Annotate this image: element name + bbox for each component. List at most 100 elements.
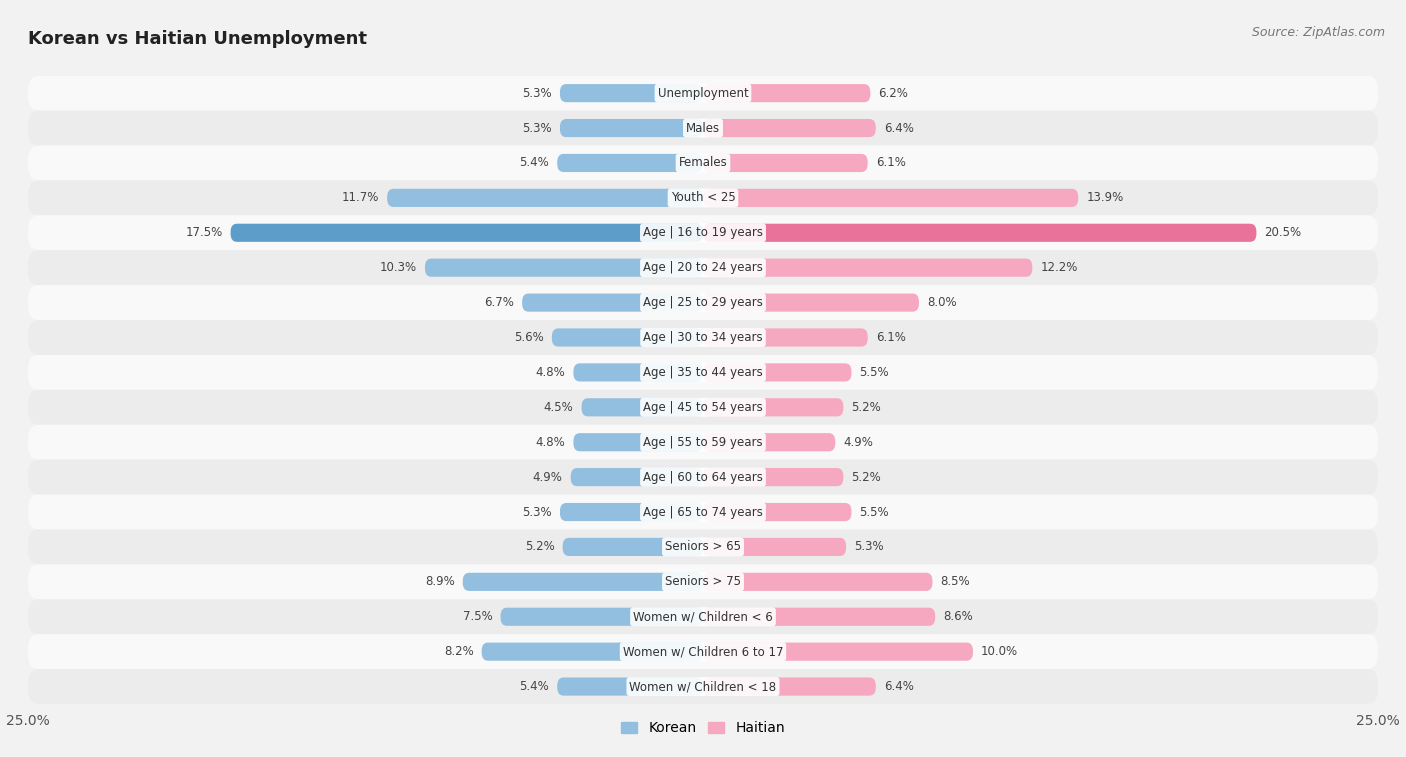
FancyBboxPatch shape xyxy=(703,503,852,521)
Text: 11.7%: 11.7% xyxy=(342,192,380,204)
Text: 6.4%: 6.4% xyxy=(884,122,914,135)
FancyBboxPatch shape xyxy=(703,119,876,137)
Text: Source: ZipAtlas.com: Source: ZipAtlas.com xyxy=(1251,26,1385,39)
FancyBboxPatch shape xyxy=(463,573,703,591)
Text: Age | 45 to 54 years: Age | 45 to 54 years xyxy=(643,400,763,414)
FancyBboxPatch shape xyxy=(703,573,932,591)
Text: Seniors > 75: Seniors > 75 xyxy=(665,575,741,588)
FancyBboxPatch shape xyxy=(482,643,703,661)
FancyBboxPatch shape xyxy=(703,329,868,347)
FancyBboxPatch shape xyxy=(703,468,844,486)
Text: 8.0%: 8.0% xyxy=(927,296,956,309)
Text: 4.5%: 4.5% xyxy=(544,400,574,414)
Text: Seniors > 65: Seniors > 65 xyxy=(665,540,741,553)
Text: Age | 20 to 24 years: Age | 20 to 24 years xyxy=(643,261,763,274)
Text: Unemployment: Unemployment xyxy=(658,86,748,100)
FancyBboxPatch shape xyxy=(28,425,1378,459)
FancyBboxPatch shape xyxy=(28,565,1378,600)
FancyBboxPatch shape xyxy=(703,294,920,312)
Text: 6.2%: 6.2% xyxy=(879,86,908,100)
Text: Korean vs Haitian Unemployment: Korean vs Haitian Unemployment xyxy=(28,30,367,48)
Text: 5.2%: 5.2% xyxy=(852,471,882,484)
Text: 10.0%: 10.0% xyxy=(981,645,1018,658)
FancyBboxPatch shape xyxy=(703,224,1257,241)
Text: Age | 60 to 64 years: Age | 60 to 64 years xyxy=(643,471,763,484)
Text: Youth < 25: Youth < 25 xyxy=(671,192,735,204)
Text: 12.2%: 12.2% xyxy=(1040,261,1078,274)
Text: Males: Males xyxy=(686,122,720,135)
Text: Women w/ Children < 18: Women w/ Children < 18 xyxy=(630,680,776,693)
FancyBboxPatch shape xyxy=(28,180,1378,215)
FancyBboxPatch shape xyxy=(571,468,703,486)
Text: 5.2%: 5.2% xyxy=(852,400,882,414)
FancyBboxPatch shape xyxy=(703,538,846,556)
FancyBboxPatch shape xyxy=(28,355,1378,390)
Text: 6.4%: 6.4% xyxy=(884,680,914,693)
FancyBboxPatch shape xyxy=(703,433,835,451)
Text: 8.2%: 8.2% xyxy=(444,645,474,658)
FancyBboxPatch shape xyxy=(582,398,703,416)
FancyBboxPatch shape xyxy=(387,188,703,207)
Text: 20.5%: 20.5% xyxy=(1264,226,1302,239)
Text: 4.8%: 4.8% xyxy=(536,436,565,449)
FancyBboxPatch shape xyxy=(28,494,1378,529)
Legend: Korean, Haitian: Korean, Haitian xyxy=(616,716,790,741)
FancyBboxPatch shape xyxy=(562,538,703,556)
Text: 5.3%: 5.3% xyxy=(522,122,551,135)
FancyBboxPatch shape xyxy=(703,363,852,382)
Text: Women w/ Children 6 to 17: Women w/ Children 6 to 17 xyxy=(623,645,783,658)
FancyBboxPatch shape xyxy=(557,154,703,172)
Text: Age | 65 to 74 years: Age | 65 to 74 years xyxy=(643,506,763,519)
Text: Age | 35 to 44 years: Age | 35 to 44 years xyxy=(643,366,763,379)
Text: 5.3%: 5.3% xyxy=(522,86,551,100)
Text: 5.5%: 5.5% xyxy=(859,366,889,379)
FancyBboxPatch shape xyxy=(560,84,703,102)
Text: 4.8%: 4.8% xyxy=(536,366,565,379)
FancyBboxPatch shape xyxy=(574,433,703,451)
Text: Age | 55 to 59 years: Age | 55 to 59 years xyxy=(643,436,763,449)
FancyBboxPatch shape xyxy=(560,119,703,137)
FancyBboxPatch shape xyxy=(703,608,935,626)
FancyBboxPatch shape xyxy=(425,259,703,277)
Text: 5.6%: 5.6% xyxy=(515,331,544,344)
Text: 6.1%: 6.1% xyxy=(876,331,905,344)
Text: Females: Females xyxy=(679,157,727,170)
Text: Women w/ Children < 6: Women w/ Children < 6 xyxy=(633,610,773,623)
FancyBboxPatch shape xyxy=(28,459,1378,494)
FancyBboxPatch shape xyxy=(703,398,844,416)
FancyBboxPatch shape xyxy=(28,529,1378,565)
FancyBboxPatch shape xyxy=(28,600,1378,634)
FancyBboxPatch shape xyxy=(522,294,703,312)
FancyBboxPatch shape xyxy=(28,320,1378,355)
Text: 8.9%: 8.9% xyxy=(425,575,454,588)
FancyBboxPatch shape xyxy=(703,643,973,661)
FancyBboxPatch shape xyxy=(28,76,1378,111)
FancyBboxPatch shape xyxy=(28,285,1378,320)
FancyBboxPatch shape xyxy=(703,259,1032,277)
FancyBboxPatch shape xyxy=(574,363,703,382)
FancyBboxPatch shape xyxy=(28,634,1378,669)
FancyBboxPatch shape xyxy=(557,678,703,696)
Text: 5.3%: 5.3% xyxy=(855,540,884,553)
FancyBboxPatch shape xyxy=(28,145,1378,180)
FancyBboxPatch shape xyxy=(560,503,703,521)
Text: 6.7%: 6.7% xyxy=(484,296,515,309)
Text: 4.9%: 4.9% xyxy=(844,436,873,449)
Text: 17.5%: 17.5% xyxy=(186,226,222,239)
Text: 5.3%: 5.3% xyxy=(522,506,551,519)
Text: 8.5%: 8.5% xyxy=(941,575,970,588)
Text: 4.9%: 4.9% xyxy=(533,471,562,484)
Text: 5.4%: 5.4% xyxy=(519,157,550,170)
FancyBboxPatch shape xyxy=(501,608,703,626)
Text: 8.6%: 8.6% xyxy=(943,610,973,623)
Text: Age | 16 to 19 years: Age | 16 to 19 years xyxy=(643,226,763,239)
Text: 6.1%: 6.1% xyxy=(876,157,905,170)
Text: 5.4%: 5.4% xyxy=(519,680,550,693)
FancyBboxPatch shape xyxy=(28,251,1378,285)
Text: 5.5%: 5.5% xyxy=(859,506,889,519)
Text: Age | 30 to 34 years: Age | 30 to 34 years xyxy=(643,331,763,344)
FancyBboxPatch shape xyxy=(28,215,1378,251)
FancyBboxPatch shape xyxy=(28,111,1378,145)
FancyBboxPatch shape xyxy=(703,678,876,696)
Text: 13.9%: 13.9% xyxy=(1087,192,1123,204)
